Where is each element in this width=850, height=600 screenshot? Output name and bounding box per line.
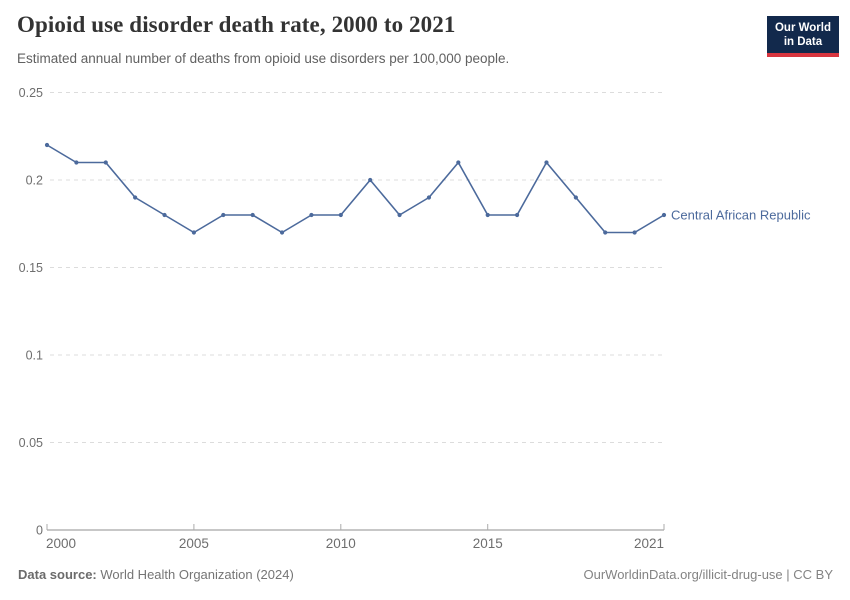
citation-link[interactable]: OurWorldinData.org/illicit-drug-use | CC… (583, 567, 834, 582)
data-source: Data source: World Health Organization (… (18, 567, 294, 582)
entity-label[interactable]: Central African Republic (671, 208, 811, 223)
data-point (221, 212, 226, 218)
data-source-label: Data source: (18, 567, 97, 582)
x-axis-tick-label: 2010 (326, 536, 356, 551)
data-point (544, 160, 549, 165)
data-point (133, 195, 138, 200)
data-point (397, 212, 402, 218)
page-title: Opioid use disorder death rate, 2000 to … (17, 12, 456, 37)
chart-footer: Data source: World Health Organization (… (18, 567, 833, 582)
x-axis-tick-label: 2000 (46, 536, 76, 551)
data-source-text: World Health Organization (2024) (96, 567, 294, 582)
y-axis-tick-label: 0.05 (19, 436, 43, 450)
data-point (74, 160, 79, 165)
data-point (485, 212, 490, 218)
data-point (426, 195, 432, 200)
chart-subtitle: Estimated annual number of deaths from o… (17, 51, 510, 66)
data-point (603, 230, 608, 235)
data-point (573, 195, 578, 200)
data-point (514, 212, 520, 218)
data-point (309, 212, 314, 218)
data-point (338, 212, 343, 218)
data-point (661, 212, 667, 218)
y-axis-tick-label: 0 (36, 524, 43, 538)
y-axis-tick-label: 0.1 (26, 349, 43, 363)
x-axis-tick-label: 2021 (634, 536, 664, 551)
owid-logo-line1: Our World (774, 22, 831, 34)
owid-logo-line2: in Data (783, 36, 823, 49)
x-axis-tick-label: 2015 (473, 536, 503, 551)
data-point (44, 142, 50, 148)
data-point (191, 230, 197, 235)
data-point (368, 177, 373, 183)
series-line (46, 144, 665, 234)
y-axis-tick-label: 0.25 (19, 86, 43, 100)
x-axis-tick-label: 2005 (179, 536, 209, 551)
data-point (162, 212, 167, 218)
data-point (279, 230, 285, 235)
data-point (456, 160, 461, 165)
data-point (103, 160, 108, 165)
owid-logo[interactable]: Our World in Data (766, 16, 839, 58)
y-axis-tick-label: 0.15 (19, 261, 43, 275)
data-point (632, 230, 637, 235)
data-point (250, 212, 255, 218)
line-chart: 0 0.05 0.1 0.15 0.2 0.25 2000 2005 2010 2015 2021 C… (19, 86, 811, 551)
y-axis-tick-label: 0.2 (26, 174, 43, 188)
